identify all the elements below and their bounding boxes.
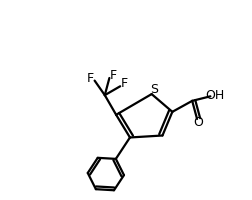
- Text: OH: OH: [205, 89, 224, 102]
- Text: F: F: [121, 77, 128, 90]
- Text: S: S: [150, 83, 158, 96]
- Text: F: F: [110, 69, 117, 82]
- Text: O: O: [194, 116, 204, 129]
- Text: F: F: [87, 72, 94, 85]
